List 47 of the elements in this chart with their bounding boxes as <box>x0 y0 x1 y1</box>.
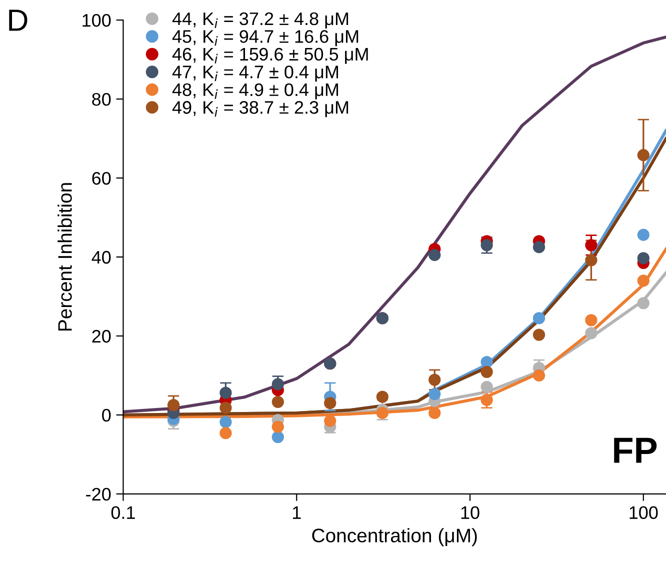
x-tick-label: 10 <box>461 506 480 519</box>
point <box>480 380 493 393</box>
y-tick-label: 100 <box>82 14 111 27</box>
y-tick-label: 20 <box>92 330 111 343</box>
point <box>585 239 598 252</box>
y-tick-label: 40 <box>92 250 111 264</box>
y-tick-label: 60 <box>92 172 111 185</box>
point <box>324 397 336 410</box>
point <box>428 248 441 262</box>
point <box>376 390 388 403</box>
x-tick-label: 100 <box>630 506 658 519</box>
point <box>480 366 493 378</box>
legend-label: 44, K$_{i}$ = 37.2 ± 4.8 μM <box>172 12 348 28</box>
legend-label: 49, K$_{i}$ = 38.7 ± 2.3 μM <box>172 101 348 118</box>
point <box>220 386 232 399</box>
point <box>428 388 441 400</box>
point <box>532 328 546 341</box>
point <box>585 327 598 340</box>
point <box>637 297 650 310</box>
legend-label: 46, K$_{i}$ = 159.6 ± 50.5 μM <box>172 48 368 64</box>
x-tick-label: 1 <box>292 506 301 519</box>
y-tick-label: 80 <box>92 92 111 106</box>
y-tick-label: 0 <box>102 408 111 422</box>
point <box>637 228 650 241</box>
legend-label: 45, K$_{i}$ = 94.7 ± 16.6 μM <box>172 30 358 46</box>
point <box>272 430 284 444</box>
x-tick-label: 0.1 <box>111 506 135 519</box>
point <box>585 254 598 266</box>
point <box>637 149 650 162</box>
text: D <box>9 10 28 31</box>
point <box>167 399 180 412</box>
legend-label: 48, K$_{i}$ = 4.9 ± 0.4 μM <box>172 83 338 100</box>
x-axis-title: Concentration (μM) <box>312 528 477 546</box>
point <box>637 252 650 264</box>
point <box>220 402 232 414</box>
point <box>428 374 441 386</box>
point <box>532 312 546 324</box>
y-tick-label: -20 <box>86 488 111 501</box>
point <box>272 378 284 390</box>
point <box>480 239 493 252</box>
point <box>272 396 284 408</box>
point <box>480 356 493 368</box>
y-axis-title: Percent Inhibition <box>58 183 72 331</box>
point <box>532 241 546 254</box>
annotation: FP <box>614 438 657 463</box>
point <box>220 416 232 428</box>
legend-label: 47, K$_{i}$ = 4.7 ± 0.4 μM <box>172 66 338 82</box>
